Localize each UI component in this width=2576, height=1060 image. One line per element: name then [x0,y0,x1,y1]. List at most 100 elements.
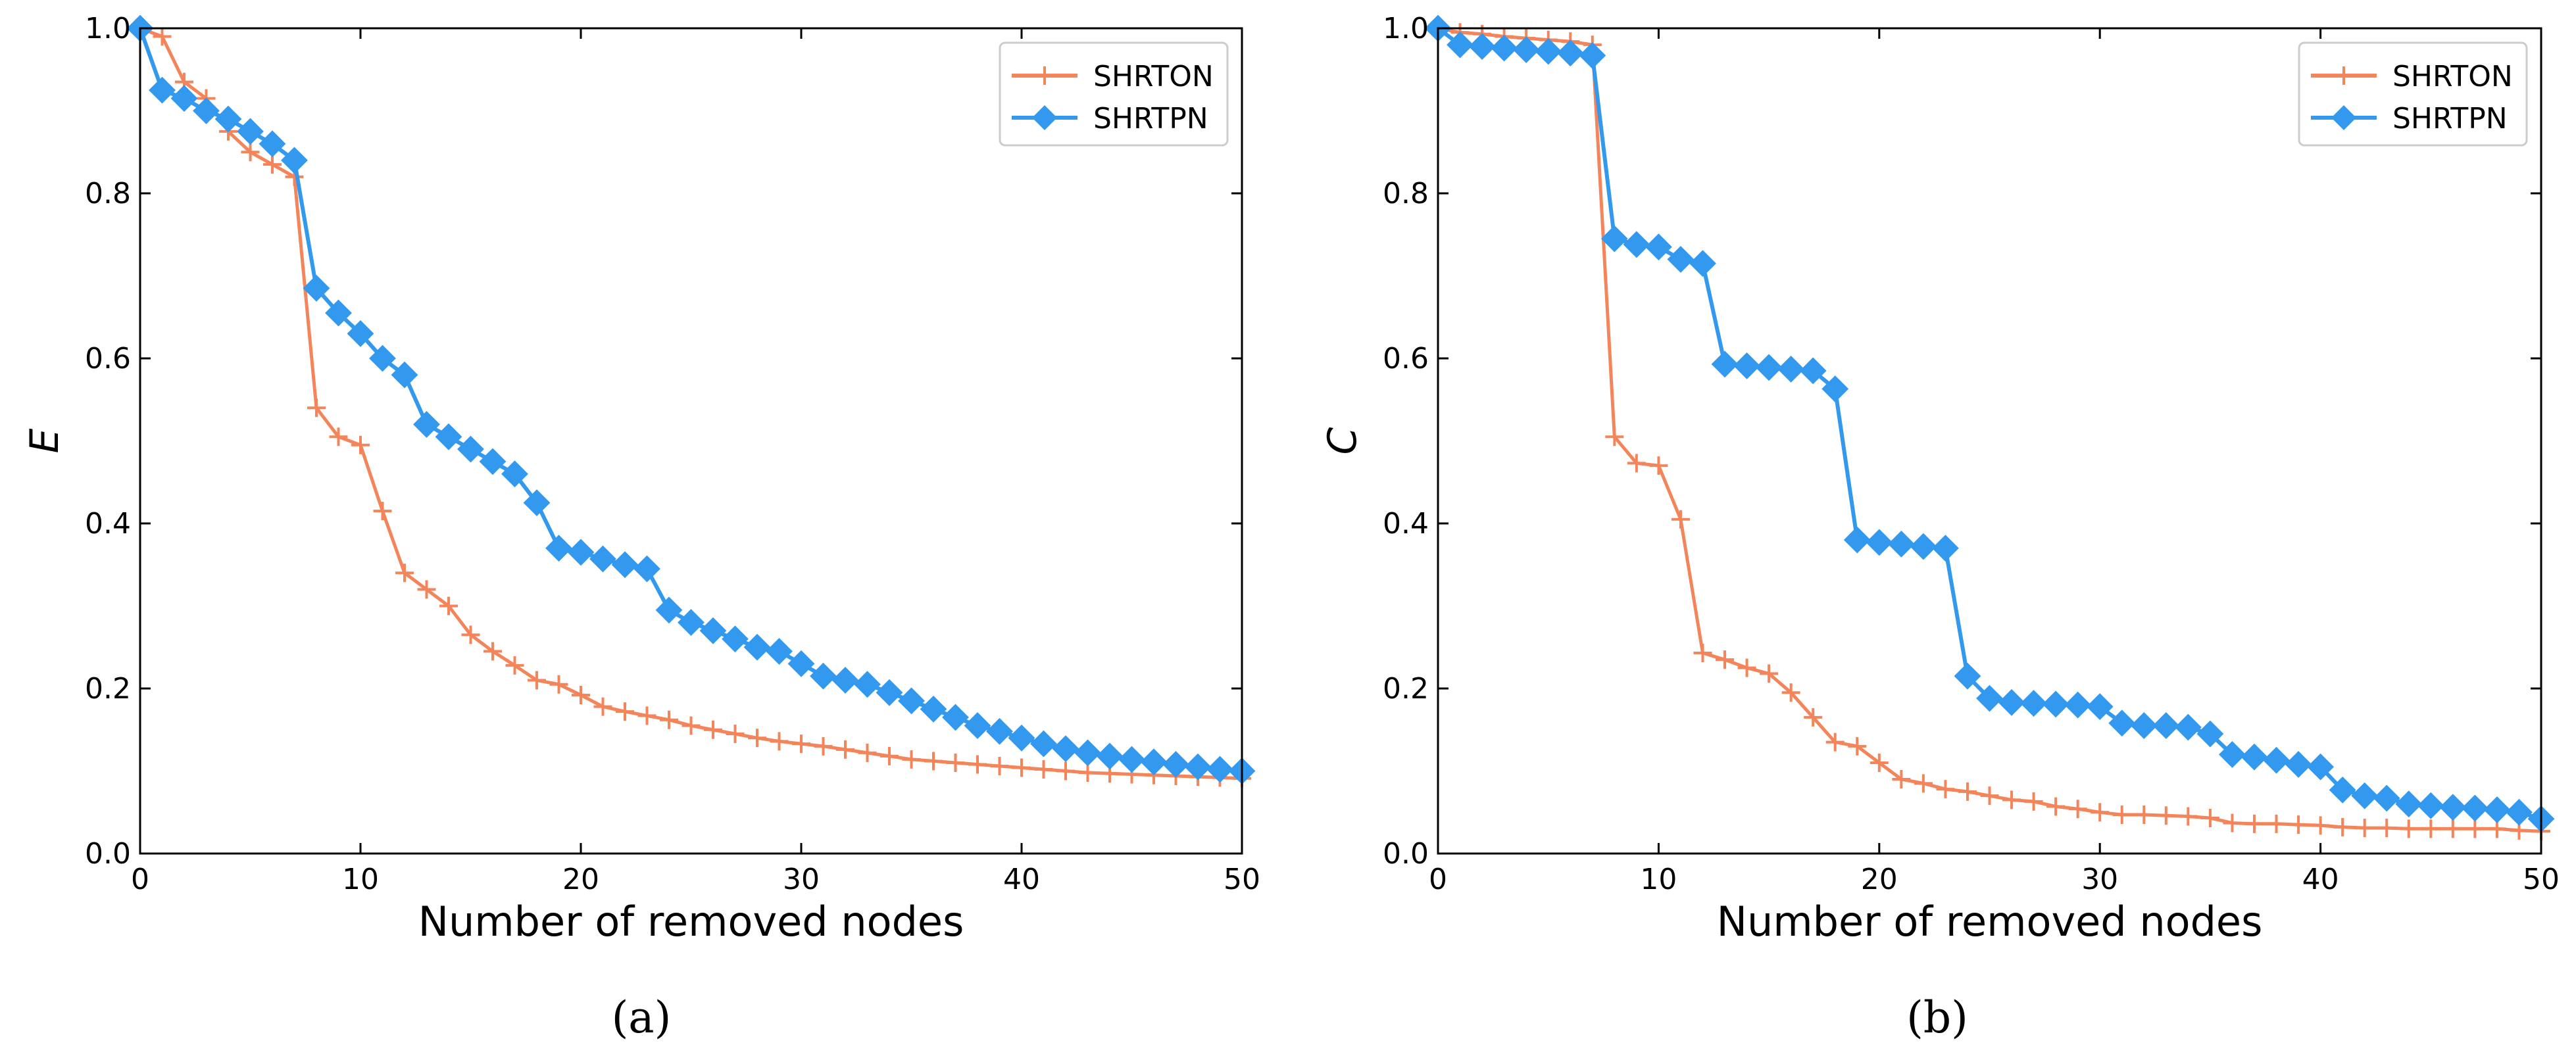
data-point-shrtpn [479,448,507,475]
data-point-shrton [1848,736,1867,756]
data-point-shrtpn [149,76,176,104]
data-point-shrton [1693,644,1712,663]
data-point-shrton [858,743,877,762]
data-point-shrtpn [170,85,198,112]
y-axis-label: E [22,428,68,453]
data-point-shrtpn [2417,792,2444,819]
data-point-shrton [549,675,568,694]
data-point-shrton [2421,819,2440,838]
data-point-shrtpn [2439,794,2467,821]
data-point-shrton [1870,753,1889,772]
series-shrton [131,19,1251,788]
data-point-shrtpn [1667,245,1695,273]
data-point-shrtpn [1976,685,2003,712]
data-point-shrton [1034,759,1053,779]
x-tick-label: 40 [2302,863,2339,896]
data-point-shrtpn [435,423,462,450]
data-point-shrtpn [1689,250,1716,277]
data-point-shrton [968,755,987,774]
data-point-shrton [241,143,260,162]
data-point-shrton [2112,806,2131,825]
data-point-shrton [1649,456,1668,475]
data-point-shrtpn [1447,31,1474,59]
y-tick-label: 0.4 [85,507,131,541]
data-point-shrton [946,753,965,772]
data-point-shrtpn [1733,352,1760,379]
data-point-shrton [1958,782,1977,801]
data-point-shrtpn [2108,710,2136,737]
data-point-shrtpn [347,320,374,347]
data-point-shrton [1980,786,1999,806]
data-point-shrtpn [1118,746,1145,773]
data-point-shrtpn [655,596,683,624]
data-point-shrton [1716,650,1735,669]
data-point-shrtpn [1512,36,1540,64]
data-point-shrtpn [1096,742,1124,770]
data-point-shrton [2179,807,2198,826]
data-point-shrton [2289,815,2308,834]
data-point-shrton [770,732,789,751]
data-point-shrtpn [1030,730,1057,758]
y-tick-label: 0.8 [85,177,131,210]
x-tick-label: 10 [342,863,379,896]
data-point-shrton [836,740,855,759]
data-point-shrton [417,580,436,599]
data-point-shrton [2002,790,2021,809]
x-tick-label: 30 [783,863,820,896]
data-point-shrtpn [2020,690,2047,717]
data-point-shrtpn [457,435,484,463]
panel-caption: (a) [612,992,672,1043]
data-point-shrton [395,564,414,583]
data-point-shrton [2135,806,2154,825]
data-point-shrtpn [1074,739,1101,767]
data-point-shrtpn [391,361,418,389]
data-point-shrtpn [2152,712,2180,739]
data-point-shrtpn [2174,713,2202,741]
data-point-shrtpn [942,704,969,731]
y-tick-label: 1.0 [85,12,131,45]
data-point-shrtpn [1623,231,1650,258]
data-point-shrton [726,725,745,744]
data-point-shrtpn [743,633,771,661]
y-tick-label: 0.6 [85,342,131,375]
data-point-shrton [1012,758,1031,777]
data-point-shrton [1078,763,1097,783]
data-point-shrtpn [1932,535,1959,562]
data-point-shrtpn [699,617,727,644]
data-point-shrton [1936,780,1955,799]
data-point-shrtpn [2130,712,2158,739]
y-tick-label: 0.6 [1383,342,1429,375]
data-point-shrtpn [589,545,616,573]
data-point-shrton [2377,819,2396,838]
data-point-shrton [1671,510,1690,529]
data-point-shrton [1605,427,1624,446]
data-point-shrton [1825,733,1845,752]
data-point-shrtpn [1579,42,1606,69]
chart-panel-a: 0 10 20 30 40 50 0.0 0.2 0.4 0.6 0.8 1.0 Number of r… [22,12,1260,1043]
data-point-shrton [307,398,326,418]
x-tick-label: 20 [1861,863,1898,896]
x-tick-label: 0 [1429,863,1447,896]
data-point-shrton [329,427,348,446]
x-tick-label: 0 [131,863,149,896]
data-point-shrtpn [1755,354,1783,381]
data-point-shrton [1781,683,1800,702]
data-point-shrton [572,686,590,705]
data-point-shrton [660,710,678,729]
data-point-shrton [681,716,701,735]
data-point-shrton [2443,819,2462,838]
data-point-shrtpn [501,460,528,488]
x-tick-label: 30 [2081,863,2118,896]
data-point-shrtpn [2506,798,2533,826]
data-point-shrtpn [281,147,308,174]
data-point-shrton [351,435,370,454]
legend-marker-shrton [1035,66,1054,85]
y-tick-label: 0.8 [1383,177,1429,210]
legend-marker-shrtpn [1032,105,1057,130]
data-point-shrtpn [2351,782,2379,809]
data-point-shrtpn [259,130,286,158]
y-tick-label: 0.2 [85,672,131,706]
data-point-shrtpn [766,638,793,665]
data-point-shrtpn [567,539,595,566]
panel-caption: (b) [1906,992,1968,1043]
